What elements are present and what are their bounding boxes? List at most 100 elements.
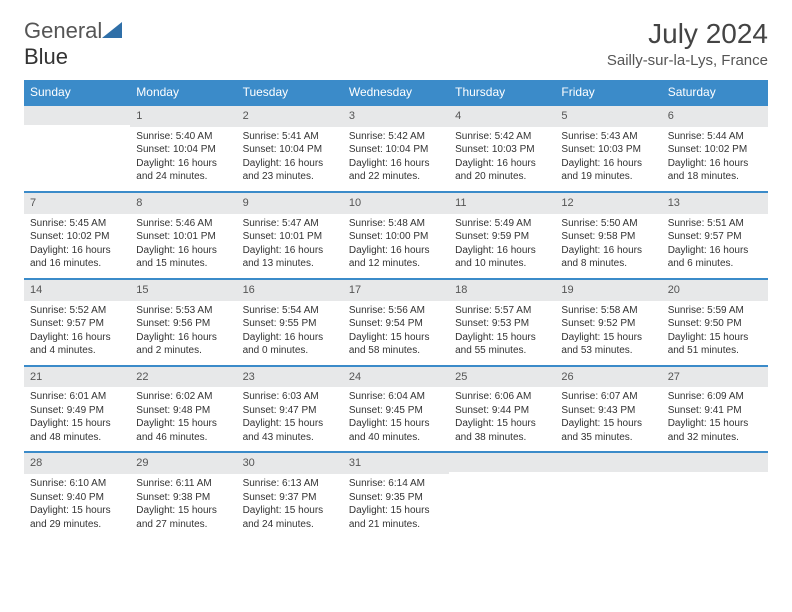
sunrise-text: Sunrise: 6:14 AM xyxy=(349,477,443,491)
calendar-day-cell xyxy=(24,105,130,192)
day-body: Sunrise: 5:58 AMSunset: 9:52 PMDaylight:… xyxy=(555,301,661,365)
calendar-day-cell: 11Sunrise: 5:49 AMSunset: 9:59 PMDayligh… xyxy=(449,192,555,279)
sunset-text: Sunset: 10:04 PM xyxy=(243,143,337,157)
day-number xyxy=(24,106,130,125)
sunrise-text: Sunrise: 6:07 AM xyxy=(561,390,655,404)
day-body: Sunrise: 5:57 AMSunset: 9:53 PMDaylight:… xyxy=(449,301,555,365)
sunrise-text: Sunrise: 5:53 AM xyxy=(136,304,230,318)
calendar-day-cell xyxy=(662,452,768,538)
day-number: 17 xyxy=(343,280,449,301)
calendar-day-cell: 16Sunrise: 5:54 AMSunset: 9:55 PMDayligh… xyxy=(237,279,343,366)
daylight-text: Daylight: 15 hours and 29 minutes. xyxy=(30,504,124,531)
day-number: 3 xyxy=(343,106,449,127)
daylight-text: Daylight: 16 hours and 16 minutes. xyxy=(30,244,124,271)
calendar-day-cell: 24Sunrise: 6:04 AMSunset: 9:45 PMDayligh… xyxy=(343,366,449,453)
sunset-text: Sunset: 9:37 PM xyxy=(243,491,337,505)
sunset-text: Sunset: 9:55 PM xyxy=(243,317,337,331)
sunrise-text: Sunrise: 6:13 AM xyxy=(243,477,337,491)
sunset-text: Sunset: 9:38 PM xyxy=(136,491,230,505)
day-number: 8 xyxy=(130,193,236,214)
sunrise-text: Sunrise: 5:57 AM xyxy=(455,304,549,318)
calendar-day-cell: 6Sunrise: 5:44 AMSunset: 10:02 PMDayligh… xyxy=(662,105,768,192)
sunset-text: Sunset: 10:01 PM xyxy=(243,230,337,244)
day-body: Sunrise: 6:14 AMSunset: 9:35 PMDaylight:… xyxy=(343,474,449,538)
day-body: Sunrise: 5:43 AMSunset: 10:03 PMDaylight… xyxy=(555,127,661,191)
daylight-text: Daylight: 16 hours and 13 minutes. xyxy=(243,244,337,271)
calendar-day-cell xyxy=(555,452,661,538)
sunset-text: Sunset: 10:04 PM xyxy=(349,143,443,157)
daylight-text: Daylight: 16 hours and 0 minutes. xyxy=(243,331,337,358)
day-number: 2 xyxy=(237,106,343,127)
daylight-text: Daylight: 15 hours and 27 minutes. xyxy=(136,504,230,531)
calendar-week-row: 28Sunrise: 6:10 AMSunset: 9:40 PMDayligh… xyxy=(24,452,768,538)
day-number: 22 xyxy=(130,367,236,388)
day-body: Sunrise: 6:09 AMSunset: 9:41 PMDaylight:… xyxy=(662,387,768,451)
sunset-text: Sunset: 9:41 PM xyxy=(668,404,762,418)
daylight-text: Daylight: 16 hours and 8 minutes. xyxy=(561,244,655,271)
sunset-text: Sunset: 9:43 PM xyxy=(561,404,655,418)
day-number: 28 xyxy=(24,453,130,474)
calendar-day-cell: 2Sunrise: 5:41 AMSunset: 10:04 PMDayligh… xyxy=(237,105,343,192)
weekday-friday: Friday xyxy=(555,80,661,105)
calendar-day-cell: 22Sunrise: 6:02 AMSunset: 9:48 PMDayligh… xyxy=(130,366,236,453)
sunset-text: Sunset: 9:44 PM xyxy=(455,404,549,418)
sunrise-text: Sunrise: 5:58 AM xyxy=(561,304,655,318)
calendar-day-cell: 13Sunrise: 5:51 AMSunset: 9:57 PMDayligh… xyxy=(662,192,768,279)
logo-text-blue: Blue xyxy=(24,44,68,69)
calendar-day-cell: 15Sunrise: 5:53 AMSunset: 9:56 PMDayligh… xyxy=(130,279,236,366)
sunrise-text: Sunrise: 5:42 AM xyxy=(349,130,443,144)
daylight-text: Daylight: 15 hours and 48 minutes. xyxy=(30,417,124,444)
day-body: Sunrise: 6:11 AMSunset: 9:38 PMDaylight:… xyxy=(130,474,236,538)
daylight-text: Daylight: 15 hours and 55 minutes. xyxy=(455,331,549,358)
day-body: Sunrise: 6:06 AMSunset: 9:44 PMDaylight:… xyxy=(449,387,555,451)
sunrise-text: Sunrise: 5:50 AM xyxy=(561,217,655,231)
weekday-saturday: Saturday xyxy=(662,80,768,105)
sunrise-text: Sunrise: 5:49 AM xyxy=(455,217,549,231)
month-title: July 2024 xyxy=(607,18,768,50)
calendar-day-cell: 7Sunrise: 5:45 AMSunset: 10:02 PMDayligh… xyxy=(24,192,130,279)
sunrise-text: Sunrise: 5:51 AM xyxy=(668,217,762,231)
day-body xyxy=(555,472,661,528)
daylight-text: Daylight: 15 hours and 43 minutes. xyxy=(243,417,337,444)
calendar-day-cell: 14Sunrise: 5:52 AMSunset: 9:57 PMDayligh… xyxy=(24,279,130,366)
day-body: Sunrise: 6:01 AMSunset: 9:49 PMDaylight:… xyxy=(24,387,130,451)
calendar-day-cell xyxy=(449,452,555,538)
day-number: 7 xyxy=(24,193,130,214)
sunset-text: Sunset: 9:47 PM xyxy=(243,404,337,418)
day-number: 26 xyxy=(555,367,661,388)
sunrise-text: Sunrise: 5:42 AM xyxy=(455,130,549,144)
day-number: 19 xyxy=(555,280,661,301)
sunrise-text: Sunrise: 5:44 AM xyxy=(668,130,762,144)
day-number: 13 xyxy=(662,193,768,214)
day-body: Sunrise: 6:02 AMSunset: 9:48 PMDaylight:… xyxy=(130,387,236,451)
day-number: 31 xyxy=(343,453,449,474)
calendar-day-cell: 4Sunrise: 5:42 AMSunset: 10:03 PMDayligh… xyxy=(449,105,555,192)
day-number: 29 xyxy=(130,453,236,474)
day-number: 18 xyxy=(449,280,555,301)
sunset-text: Sunset: 9:57 PM xyxy=(668,230,762,244)
daylight-text: Daylight: 15 hours and 38 minutes. xyxy=(455,417,549,444)
calendar-day-cell: 20Sunrise: 5:59 AMSunset: 9:50 PMDayligh… xyxy=(662,279,768,366)
day-number: 1 xyxy=(130,106,236,127)
calendar-day-cell: 23Sunrise: 6:03 AMSunset: 9:47 PMDayligh… xyxy=(237,366,343,453)
day-body: Sunrise: 5:44 AMSunset: 10:02 PMDaylight… xyxy=(662,127,768,191)
calendar-day-cell: 26Sunrise: 6:07 AMSunset: 9:43 PMDayligh… xyxy=(555,366,661,453)
calendar-day-cell: 9Sunrise: 5:47 AMSunset: 10:01 PMDayligh… xyxy=(237,192,343,279)
calendar-day-cell: 29Sunrise: 6:11 AMSunset: 9:38 PMDayligh… xyxy=(130,452,236,538)
calendar-table: Sunday Monday Tuesday Wednesday Thursday… xyxy=(24,80,768,538)
day-number: 27 xyxy=(662,367,768,388)
calendar-week-row: 21Sunrise: 6:01 AMSunset: 9:49 PMDayligh… xyxy=(24,366,768,453)
day-number: 16 xyxy=(237,280,343,301)
calendar-day-cell: 1Sunrise: 5:40 AMSunset: 10:04 PMDayligh… xyxy=(130,105,236,192)
daylight-text: Daylight: 16 hours and 20 minutes. xyxy=(455,157,549,184)
calendar-day-cell: 17Sunrise: 5:56 AMSunset: 9:54 PMDayligh… xyxy=(343,279,449,366)
sunrise-text: Sunrise: 6:01 AM xyxy=(30,390,124,404)
sunset-text: Sunset: 9:59 PM xyxy=(455,230,549,244)
daylight-text: Daylight: 16 hours and 22 minutes. xyxy=(349,157,443,184)
sunset-text: Sunset: 9:35 PM xyxy=(349,491,443,505)
sunset-text: Sunset: 10:00 PM xyxy=(349,230,443,244)
calendar-day-cell: 21Sunrise: 6:01 AMSunset: 9:49 PMDayligh… xyxy=(24,366,130,453)
calendar-header-row: Sunday Monday Tuesday Wednesday Thursday… xyxy=(24,80,768,105)
sunrise-text: Sunrise: 5:40 AM xyxy=(136,130,230,144)
sunrise-text: Sunrise: 6:02 AM xyxy=(136,390,230,404)
